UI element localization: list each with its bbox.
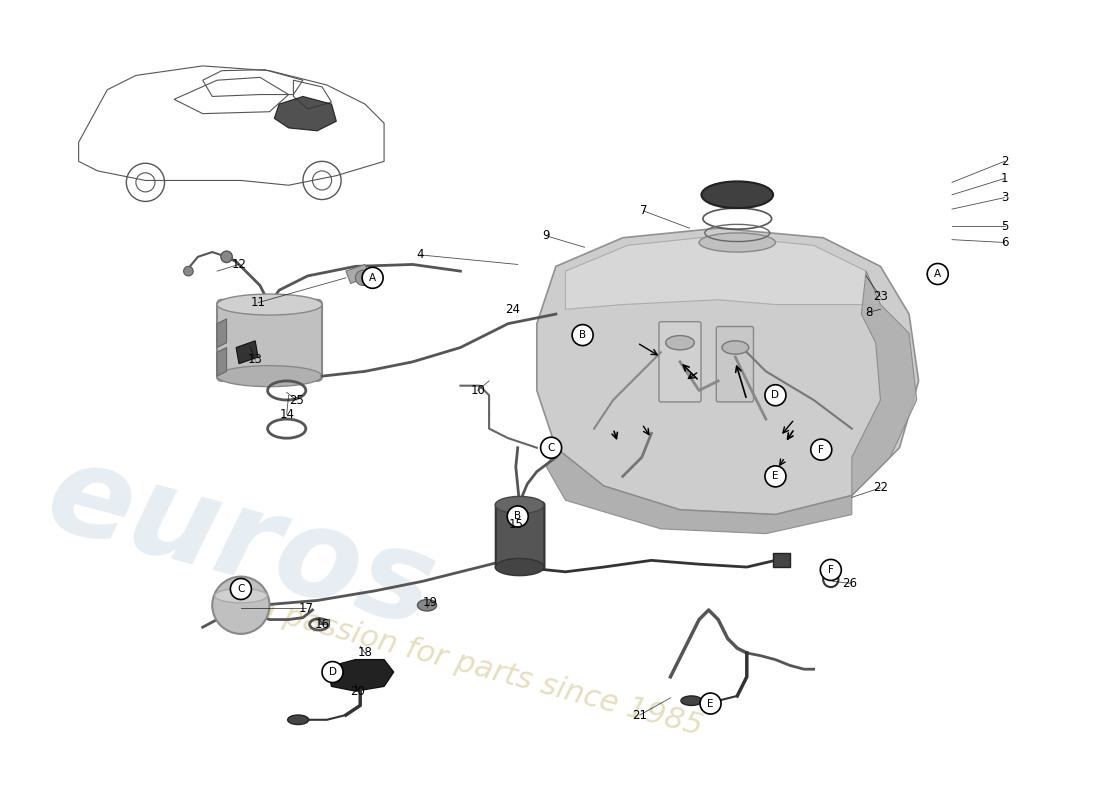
Polygon shape (274, 97, 337, 131)
Text: 26: 26 (843, 577, 857, 590)
Polygon shape (547, 448, 851, 534)
Text: B: B (514, 511, 521, 522)
Ellipse shape (722, 341, 749, 354)
Text: 25: 25 (289, 394, 304, 406)
Circle shape (507, 506, 528, 527)
Text: 20: 20 (350, 685, 365, 698)
Polygon shape (327, 660, 394, 691)
Text: E: E (772, 471, 779, 482)
Text: F: F (828, 565, 834, 575)
Text: E: E (707, 698, 714, 709)
Text: a passion for parts since 1985: a passion for parts since 1985 (253, 594, 706, 741)
Ellipse shape (666, 335, 694, 350)
Ellipse shape (495, 497, 544, 514)
Circle shape (811, 439, 832, 460)
Polygon shape (236, 341, 258, 364)
Circle shape (764, 385, 785, 406)
Ellipse shape (214, 589, 267, 603)
Text: 15: 15 (508, 518, 524, 530)
Polygon shape (345, 265, 370, 283)
Circle shape (212, 577, 270, 634)
Polygon shape (217, 347, 227, 376)
Circle shape (572, 325, 593, 346)
Ellipse shape (681, 696, 702, 706)
Ellipse shape (495, 558, 544, 576)
Polygon shape (851, 271, 916, 495)
Circle shape (221, 251, 232, 262)
Text: 23: 23 (873, 290, 888, 303)
Text: 18: 18 (358, 646, 373, 659)
Ellipse shape (217, 366, 322, 386)
Circle shape (184, 266, 194, 276)
Polygon shape (565, 236, 880, 310)
Circle shape (540, 438, 562, 458)
Text: 14: 14 (279, 408, 294, 421)
Text: F: F (818, 445, 824, 454)
Ellipse shape (288, 715, 309, 725)
Polygon shape (772, 553, 790, 567)
Circle shape (700, 693, 720, 714)
Polygon shape (217, 319, 227, 347)
Text: C: C (548, 442, 554, 453)
Circle shape (355, 270, 371, 286)
Text: 16: 16 (315, 618, 330, 631)
Ellipse shape (217, 294, 322, 315)
Text: 1: 1 (1001, 172, 1009, 185)
Text: B: B (579, 330, 586, 340)
Circle shape (322, 662, 343, 682)
Circle shape (764, 466, 785, 487)
Polygon shape (537, 228, 918, 514)
Text: 9: 9 (542, 230, 550, 242)
Circle shape (821, 559, 842, 581)
Text: 24: 24 (505, 303, 520, 316)
Text: A: A (934, 269, 942, 279)
Text: 21: 21 (632, 709, 648, 722)
Text: 4: 4 (417, 249, 425, 262)
Text: A: A (370, 273, 376, 283)
Text: 19: 19 (422, 596, 438, 609)
Text: 8: 8 (866, 306, 872, 318)
Text: 11: 11 (251, 296, 265, 309)
Circle shape (927, 263, 948, 285)
Text: 22: 22 (873, 482, 888, 494)
Circle shape (230, 578, 252, 599)
Circle shape (362, 267, 383, 288)
Ellipse shape (700, 233, 776, 252)
FancyBboxPatch shape (217, 300, 322, 381)
Text: euros: euros (34, 434, 448, 653)
FancyBboxPatch shape (496, 502, 544, 570)
Text: D: D (329, 667, 337, 677)
FancyBboxPatch shape (659, 322, 701, 402)
Ellipse shape (418, 599, 437, 611)
Polygon shape (319, 618, 329, 624)
Ellipse shape (702, 182, 773, 208)
Text: 7: 7 (640, 205, 648, 218)
Text: 13: 13 (248, 354, 263, 366)
Text: 12: 12 (231, 258, 246, 271)
Text: 17: 17 (298, 602, 314, 614)
Text: 6: 6 (1001, 236, 1009, 249)
FancyBboxPatch shape (716, 326, 754, 402)
Text: 3: 3 (1001, 191, 1009, 204)
Text: D: D (771, 390, 780, 400)
Text: 5: 5 (1001, 220, 1009, 233)
Text: C: C (238, 584, 244, 594)
Text: 10: 10 (470, 384, 485, 397)
Text: 2: 2 (1001, 155, 1009, 168)
